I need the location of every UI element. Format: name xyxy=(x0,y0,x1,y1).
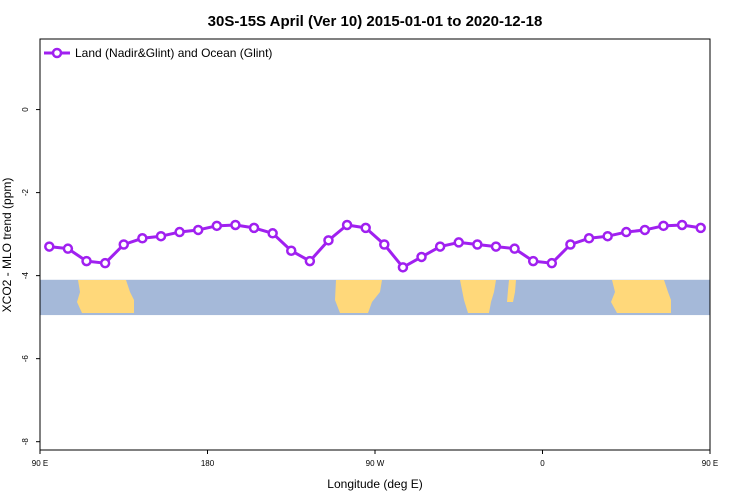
data-point xyxy=(341,219,353,231)
y-axis-label: XCO2 - MLO trend (ppm) xyxy=(0,178,14,313)
data-point xyxy=(192,224,204,236)
data-point xyxy=(230,219,241,231)
data-point xyxy=(379,239,390,250)
x-tick-label: 0 xyxy=(540,459,545,468)
data-point xyxy=(286,245,297,256)
data-point xyxy=(695,222,706,234)
x-tick-label: 180 xyxy=(201,459,215,468)
data-point xyxy=(137,233,148,244)
data-point xyxy=(211,220,223,232)
data-point xyxy=(676,219,688,231)
series-line xyxy=(49,223,701,269)
data-point xyxy=(248,222,260,234)
land-madagascar xyxy=(507,280,516,302)
x-axis: 90 E 180 90 W 0 90 E xyxy=(32,450,718,468)
data-point xyxy=(472,239,483,250)
data-point xyxy=(490,241,502,252)
data-point xyxy=(565,239,576,250)
data-point xyxy=(509,243,520,254)
x-tick-label: 90 W xyxy=(366,459,385,468)
data-point xyxy=(583,233,595,244)
y-tick-label: 0 xyxy=(21,107,30,112)
series-layer xyxy=(44,219,706,273)
data-point xyxy=(267,228,278,239)
land-australia xyxy=(77,280,134,313)
x-tick-label: 90 E xyxy=(32,459,48,468)
data-point xyxy=(639,224,651,236)
data-point xyxy=(546,257,558,269)
x-tick-label: 90 E xyxy=(702,459,718,468)
y-tick-label: -4 xyxy=(21,272,30,280)
land-africa xyxy=(460,280,496,313)
x-axis-label: Longitude (deg E) xyxy=(327,477,422,491)
data-point xyxy=(155,230,167,242)
data-point xyxy=(416,251,427,263)
data-point xyxy=(304,255,316,267)
y-tick-label: -2 xyxy=(21,189,30,197)
data-point xyxy=(602,230,613,242)
plot-frame xyxy=(39,38,711,451)
data-point xyxy=(99,257,111,269)
data-point xyxy=(118,239,129,250)
data-point xyxy=(360,222,371,234)
y-axis: 0 -2 -4 -6 -8 xyxy=(21,107,40,445)
data-point xyxy=(174,226,185,238)
land-south-america xyxy=(335,280,382,313)
data-point xyxy=(527,255,539,267)
legend-marker xyxy=(51,47,63,59)
data-point xyxy=(62,243,74,254)
data-point xyxy=(44,241,55,252)
land-australia-repeat xyxy=(611,280,671,313)
data-point xyxy=(81,255,92,267)
data-point xyxy=(621,226,632,238)
y-tick-label: -6 xyxy=(21,355,30,363)
data-point xyxy=(658,220,669,232)
map-strip xyxy=(40,279,710,316)
legend: Land (Nadir&Glint) and Ocean (Glint) xyxy=(44,46,272,60)
data-point xyxy=(397,262,409,273)
data-point xyxy=(323,235,334,246)
data-point xyxy=(453,237,464,248)
data-point xyxy=(434,241,446,252)
legend-label: Land (Nadir&Glint) and Ocean (Glint) xyxy=(75,46,272,60)
y-tick-label: -8 xyxy=(21,438,30,446)
chart-title: 30S-15S April (Ver 10) 2015-01-01 to 202… xyxy=(208,13,543,30)
